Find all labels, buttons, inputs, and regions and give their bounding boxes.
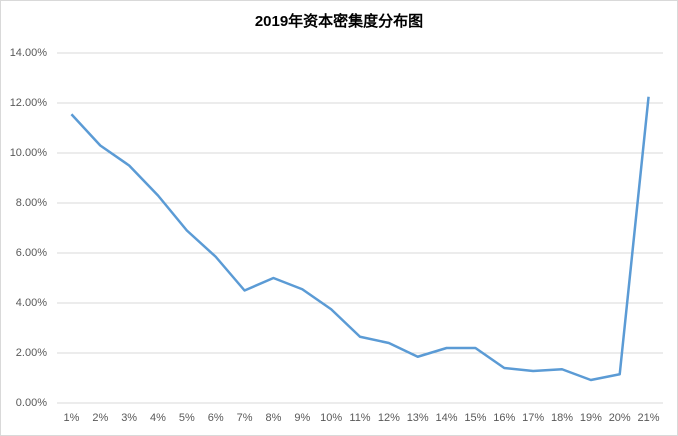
x-tick-label: 10% [320,412,342,424]
x-tick-label: 3% [121,412,137,424]
x-tick-label: 18% [551,412,573,424]
data-line [70,96,650,382]
x-tick-label: 9% [294,412,310,424]
x-tick-label: 12% [378,412,400,424]
y-tick-label: 12.00% [10,97,48,109]
y-tick-label: 4.00% [16,297,47,309]
x-tick-label: 11% [349,412,370,424]
x-tick-label: 17% [522,412,544,424]
x-tick-label: 13% [407,412,429,424]
y-tick-label: 0.00% [16,397,47,409]
x-tick-label: 21% [638,412,660,424]
y-tick-label: 14.00% [10,47,48,59]
x-tick-label: 5% [179,412,195,424]
x-tick-label: 1% [63,412,79,424]
x-tick-label: 6% [208,412,224,424]
x-tick-label: 4% [150,412,166,424]
y-tick-label: 10.00% [10,147,48,159]
x-tick-label: 20% [609,412,631,424]
chart-title: 2019年资本密集度分布图 [255,12,423,30]
x-tick-label: 16% [493,412,515,424]
x-tick-label: 19% [580,412,602,424]
x-tick-label: 14% [436,412,458,424]
x-tick-label: 7% [237,412,253,424]
x-tick-label: 2% [92,412,108,424]
y-tick-label: 2.00% [16,347,47,359]
x-tick-label: 8% [265,412,281,424]
x-tick-label: 15% [464,412,486,424]
y-tick-label: 6.00% [16,247,47,259]
y-tick-label: 8.00% [16,197,47,209]
